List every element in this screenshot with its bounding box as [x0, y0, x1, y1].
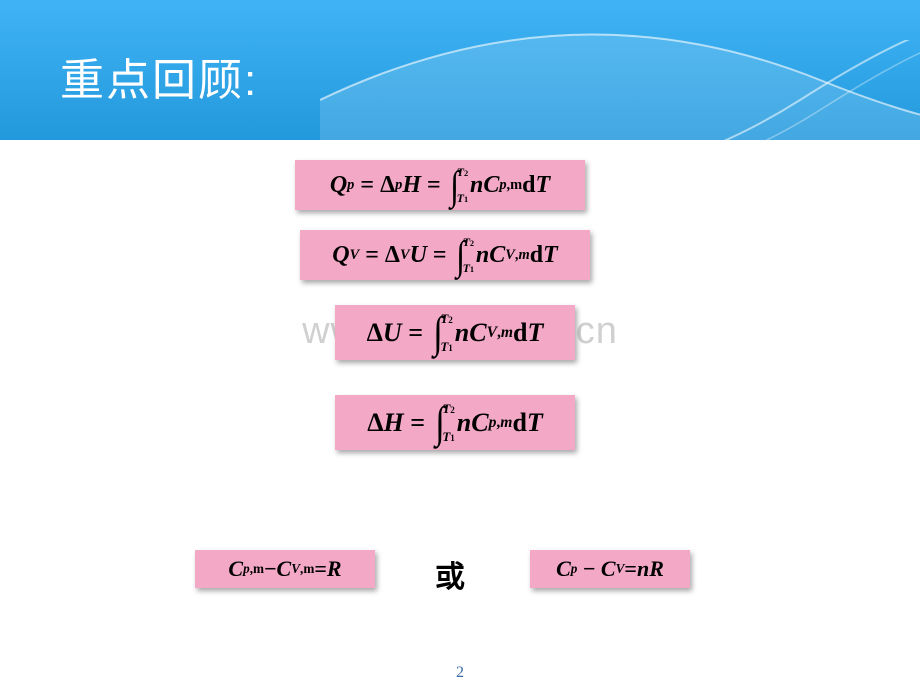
cp-n: n — [637, 556, 649, 582]
cp-c2: C — [601, 556, 616, 582]
int-upper-sub: 2 — [470, 239, 474, 248]
equation-qp: Qp = ΔpH = ∫ T2 T1 nCp,mdT — [295, 160, 585, 210]
minus: − — [264, 556, 277, 582]
int-d: d — [513, 318, 527, 348]
equation-dh: ΔH = ∫ T2 T1 nCp,mdT — [335, 395, 575, 450]
int-lower-sub: 1 — [450, 433, 455, 443]
delta: Δ — [367, 318, 383, 348]
minus: − — [577, 556, 601, 582]
eq-sign: = — [404, 408, 432, 438]
equation-area: Qp = ΔpH = ∫ T2 T1 nCp,mdT QV = ΔVU = ∫ … — [0, 150, 920, 680]
qp-symbol: Q — [330, 172, 347, 199]
int-upper-sub: 2 — [464, 169, 468, 178]
int-C: C — [483, 172, 499, 199]
int-T: T — [543, 242, 558, 269]
int-lower: T — [457, 191, 464, 205]
delta: Δ — [385, 242, 400, 269]
cpm-s2: V,m — [291, 561, 314, 577]
integral-qv: ∫ T2 T1 — [453, 236, 476, 274]
int-upper-sub: 2 — [448, 315, 453, 325]
int-C: C — [471, 408, 488, 438]
cp-c1: C — [556, 556, 571, 582]
int-lower-sub: 1 — [448, 343, 453, 353]
int-n: n — [476, 242, 489, 269]
integral-dh: ∫ T2 T1 — [432, 402, 457, 444]
dh-var: H — [384, 408, 404, 438]
int-lower: T — [463, 261, 470, 275]
int-upper: T — [463, 235, 470, 249]
eq-sign: = — [359, 242, 385, 269]
qv-sub: V — [350, 247, 360, 264]
int-T: T — [527, 318, 543, 348]
int-n: n — [455, 318, 469, 348]
cp-r: R — [649, 556, 664, 582]
dh-csub: p,m — [489, 414, 513, 432]
qp-sub: p — [347, 177, 354, 194]
eq: = — [624, 556, 637, 582]
int-n: n — [457, 408, 471, 438]
du-var: U — [383, 318, 402, 348]
page-number: 2 — [0, 664, 920, 682]
int-d: d — [522, 172, 535, 199]
qp-dvar: H — [402, 172, 421, 199]
eq: = — [314, 556, 327, 582]
qv-symbol: Q — [332, 242, 349, 269]
page-title: 重点回顾: — [60, 44, 258, 108]
int-n: n — [470, 172, 483, 199]
int-upper-sub: 2 — [450, 405, 455, 415]
delta: Δ — [380, 172, 395, 199]
cpm-s1: p,m — [243, 561, 264, 577]
qv-dsub: V — [400, 247, 410, 264]
cpm-c2: C — [277, 556, 292, 582]
swoosh-curve-2 — [280, 40, 920, 140]
cp-s2: V — [616, 561, 625, 577]
equation-du: ΔU = ∫ T2 T1 nCV,mdT — [335, 305, 575, 360]
qp-csub: p,m — [499, 177, 522, 194]
int-T: T — [527, 408, 543, 438]
delta: Δ — [367, 408, 383, 438]
integral-du: ∫ T2 T1 — [430, 312, 455, 354]
equation-cpm-cvm: Cp,m − CV,m = R — [195, 550, 375, 588]
int-T: T — [536, 172, 551, 199]
equation-cp-cv: Cp − CV = nR — [530, 550, 690, 588]
eq-sign: = — [421, 172, 447, 199]
qv-dvar: U — [410, 242, 427, 269]
eq-sign: = — [402, 318, 430, 348]
cp-s1: p — [571, 561, 578, 577]
du-csub: V,m — [487, 324, 513, 342]
int-lower-sub: 1 — [470, 265, 474, 274]
or-label: 或 — [435, 552, 465, 596]
eq-sign: = — [354, 172, 380, 199]
int-upper: T — [457, 165, 464, 179]
int-d: d — [530, 242, 543, 269]
int-d: d — [512, 408, 526, 438]
qv-csub: V,m — [505, 247, 529, 264]
integral-qp: ∫ T2 T1 — [447, 166, 470, 204]
int-C: C — [469, 318, 486, 348]
int-C: C — [489, 242, 505, 269]
int-lower-sub: 1 — [464, 195, 468, 204]
header-band: 重点回顾: — [0, 0, 920, 140]
cpm-r: R — [327, 556, 342, 582]
equation-qv: QV = ΔVU = ∫ T2 T1 nCV,mdT — [300, 230, 590, 280]
cpm-c1: C — [228, 556, 243, 582]
eq-sign: = — [427, 242, 453, 269]
